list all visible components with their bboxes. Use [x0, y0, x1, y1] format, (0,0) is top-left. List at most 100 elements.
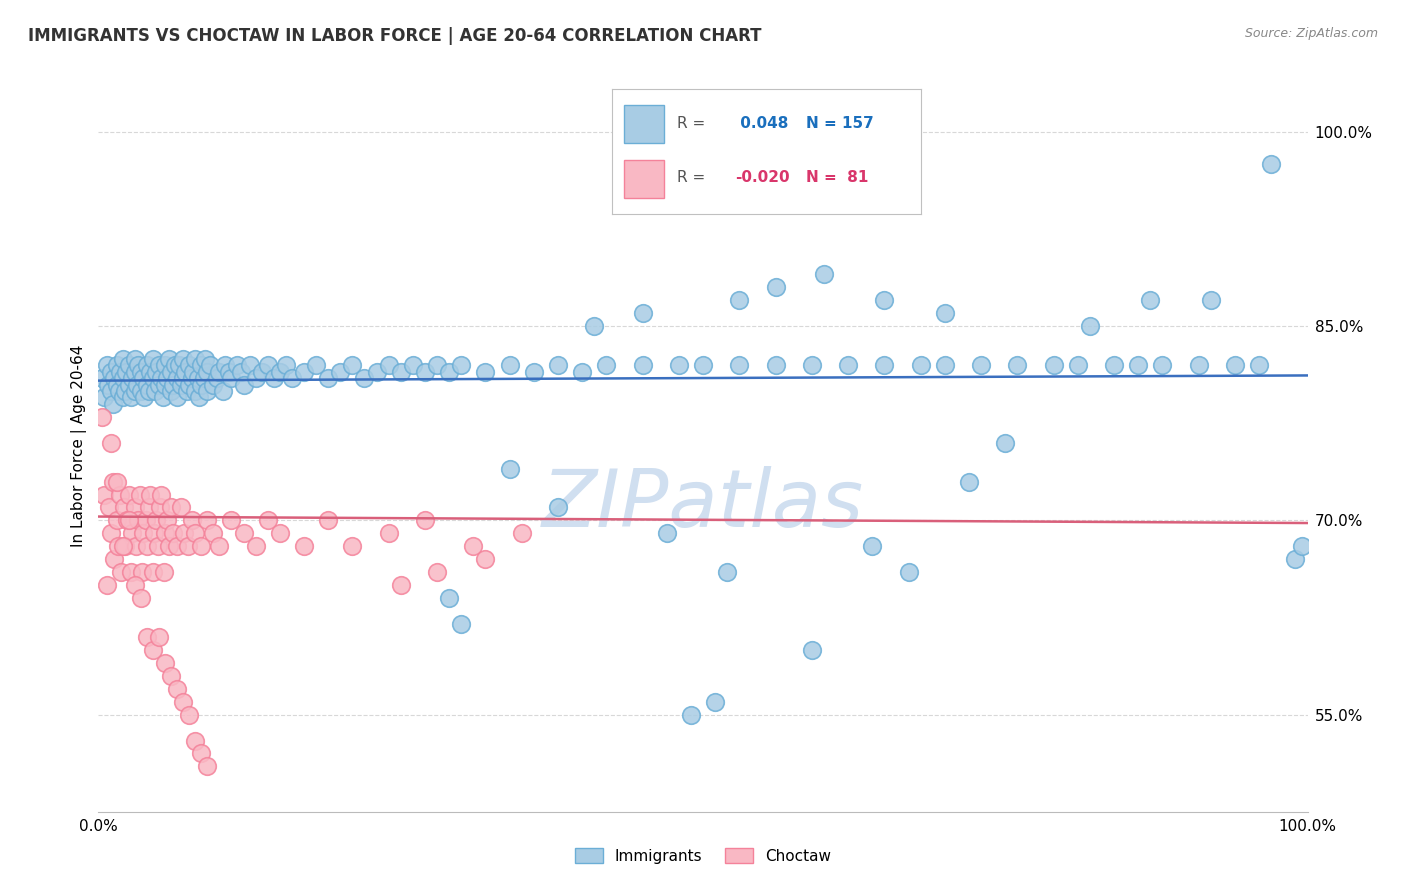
Point [970, 358, 993, 372]
Point [120, 391, 142, 405]
Point [118, 487, 141, 501]
Point [146, 539, 169, 553]
Point [1188, 358, 1211, 372]
Point [107, 539, 129, 553]
Point [132, 526, 155, 541]
Point [179, 358, 201, 372]
Point [124, 384, 146, 398]
Point [172, 695, 194, 709]
Point [679, 707, 702, 722]
Point [111, 371, 134, 385]
Point [873, 293, 896, 308]
Point [112, 500, 135, 515]
Point [595, 358, 617, 372]
Point [195, 759, 218, 773]
Point [208, 539, 231, 553]
Point [128, 487, 150, 501]
Point [172, 351, 194, 366]
Point [873, 358, 896, 372]
Point [269, 365, 291, 379]
Point [994, 435, 1017, 450]
Point [139, 365, 162, 379]
Point [474, 552, 496, 566]
Point [156, 371, 179, 385]
Text: 0.048: 0.048 [735, 116, 789, 131]
Point [105, 358, 128, 372]
Point [114, 539, 136, 553]
Point [124, 365, 146, 379]
Point [150, 371, 173, 385]
Point [342, 539, 364, 553]
Point [187, 371, 209, 385]
Point [105, 377, 128, 392]
Point [274, 358, 297, 372]
Point [156, 513, 179, 527]
Point [910, 358, 932, 372]
Point [934, 358, 956, 372]
Point [263, 371, 285, 385]
Point [194, 351, 217, 366]
Y-axis label: In Labor Force | Age 20-64: In Labor Force | Age 20-64 [72, 345, 87, 547]
Point [153, 656, 176, 670]
Point [127, 513, 149, 527]
Point [221, 371, 243, 385]
Point [1223, 358, 1246, 372]
Point [115, 365, 138, 379]
Point [281, 371, 304, 385]
Point [229, 365, 252, 379]
Point [728, 358, 751, 372]
Point [166, 371, 188, 385]
Point [668, 358, 690, 372]
Point [728, 293, 751, 308]
Point [96, 578, 118, 592]
Point [897, 566, 920, 580]
Point [437, 591, 460, 606]
Point [153, 377, 176, 392]
Point [169, 358, 191, 372]
Point [202, 526, 225, 541]
Point [716, 566, 738, 580]
Point [142, 371, 165, 385]
Text: IMMIGRANTS VS CHOCTAW IN LABOR FORCE | AGE 20-64 CORRELATION CHART: IMMIGRANTS VS CHOCTAW IN LABOR FORCE | A… [28, 27, 762, 45]
Point [547, 358, 569, 372]
Point [292, 539, 315, 553]
Point [111, 351, 134, 366]
Point [232, 377, 254, 392]
Point [93, 487, 115, 501]
Point [195, 513, 218, 527]
Point [111, 391, 134, 405]
Point [292, 365, 315, 379]
Point [765, 358, 787, 372]
Point [142, 566, 165, 580]
Point [1067, 358, 1090, 372]
Point [153, 358, 176, 372]
Point [547, 500, 569, 515]
Point [160, 384, 183, 398]
Point [142, 351, 165, 366]
Point [1007, 358, 1029, 372]
Point [160, 500, 183, 515]
Point [221, 513, 243, 527]
Point [190, 747, 212, 761]
Point [138, 500, 160, 515]
Point [1102, 358, 1125, 372]
Point [118, 513, 141, 527]
Point [342, 358, 364, 372]
Point [426, 358, 449, 372]
Point [193, 371, 215, 385]
Point [184, 351, 207, 366]
Point [93, 391, 115, 405]
Point [180, 513, 202, 527]
Point [800, 643, 823, 657]
Point [135, 513, 157, 527]
Point [143, 526, 166, 541]
Bar [624, 161, 664, 198]
Point [184, 384, 207, 398]
Point [176, 384, 198, 398]
Point [143, 384, 166, 398]
Point [166, 391, 188, 405]
Point [135, 377, 157, 392]
Text: N =  81: N = 81 [807, 169, 869, 185]
Point [101, 475, 124, 489]
Point [132, 371, 155, 385]
